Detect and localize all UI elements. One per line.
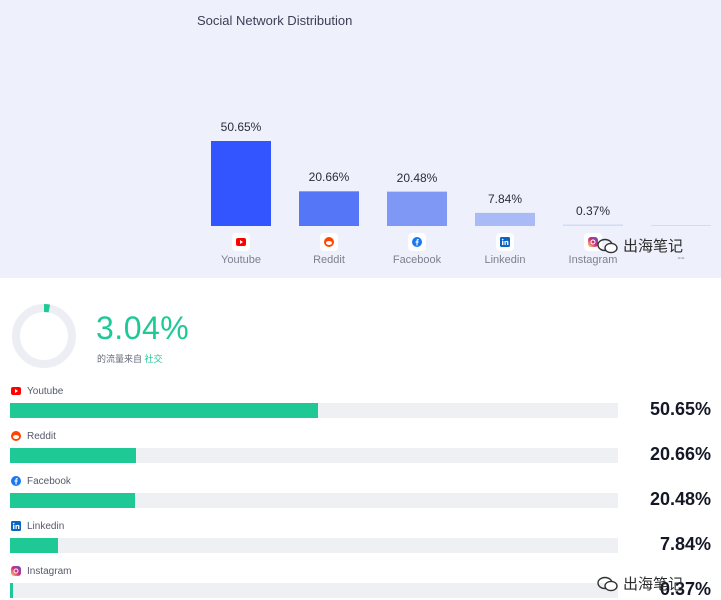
bar-youtube[interactable] (211, 141, 271, 226)
row-value: 20.66% (649, 444, 711, 464)
youtube-icon (232, 233, 250, 251)
row-label-linkedin: Linkedin (10, 519, 64, 533)
facebook-icon (10, 476, 21, 487)
bar-value-label: 0.37% (575, 203, 611, 218)
chart-title: Social Network Distribution (197, 13, 353, 28)
youtube-icon (10, 386, 21, 397)
row-bar-fill-facebook (10, 493, 135, 508)
linkedin-icon (10, 521, 21, 532)
instagram-icon (10, 566, 21, 577)
row-bar-fill-instagram (10, 583, 13, 598)
row-value: 50.65% (649, 399, 711, 419)
category-label: Instagram (568, 254, 618, 266)
donut-track (12, 304, 76, 368)
caption-social-link[interactable]: 社交 (144, 354, 163, 364)
reddit-icon (320, 233, 338, 251)
row-name: Linkedin (27, 520, 65, 532)
category-label: Youtube (221, 254, 261, 266)
instagram-icon (584, 233, 602, 251)
traffic-source-caption: 的流量来自 社交 (97, 352, 163, 365)
row-label-instagram: Instagram (10, 564, 71, 578)
wechat-icon (597, 575, 619, 593)
row-bar-track (10, 493, 618, 508)
category-label: Linkedin (484, 254, 526, 266)
chart-panel: Social Network Distribution 50.65% Youtub… (0, 0, 721, 278)
caption-prefix: 的流量来自 (97, 354, 143, 364)
category-label: Reddit (313, 254, 345, 266)
bar-instagram[interactable] (563, 224, 623, 227)
row-label-reddit: Reddit (10, 429, 56, 443)
row-label-facebook: Facebook (10, 474, 71, 488)
bar-reddit[interactable] (299, 191, 359, 226)
row-bar-fill-linkedin (10, 538, 58, 553)
bar-linkedin[interactable] (475, 212, 535, 226)
watermark-top: 出海笔记 (597, 235, 683, 256)
facebook-icon (408, 233, 426, 251)
row-name: Instagram (27, 565, 72, 577)
row-bar-track (10, 583, 618, 598)
category-label: Facebook (392, 254, 442, 266)
row-value: 7.84% (659, 534, 711, 554)
row-bar-track (10, 403, 618, 418)
row-value: 20.48% (649, 489, 711, 509)
row-bar-fill-youtube (10, 403, 318, 418)
bar-chart (211, 141, 711, 227)
row-bar-fill-reddit (10, 448, 136, 463)
bar-value-label: 20.48% (396, 170, 438, 185)
category-label: -- (677, 252, 685, 264)
donut-arc (12, 304, 76, 368)
row-label-youtube: Youtube (10, 384, 63, 398)
row-name: Youtube (27, 385, 64, 397)
row-bar-track (10, 538, 618, 553)
wechat-icon (597, 237, 619, 255)
social-share-donut (12, 304, 76, 368)
linkedin-icon (496, 233, 514, 251)
bar-facebook[interactable] (387, 191, 447, 226)
bar-value-label: 7.84% (487, 191, 523, 206)
reddit-icon (10, 431, 21, 442)
watermark-bottom: 出海笔记 (597, 573, 683, 594)
row-value: 0.37% (659, 579, 711, 599)
social-traffic-percent: 3.04% (96, 310, 190, 346)
bar-value-label: 50.65% (220, 120, 262, 134)
row-name: Reddit (27, 430, 56, 442)
row-bar-track (10, 448, 618, 463)
row-name: Facebook (27, 475, 71, 487)
bar-value-label: 20.66% (308, 170, 350, 185)
